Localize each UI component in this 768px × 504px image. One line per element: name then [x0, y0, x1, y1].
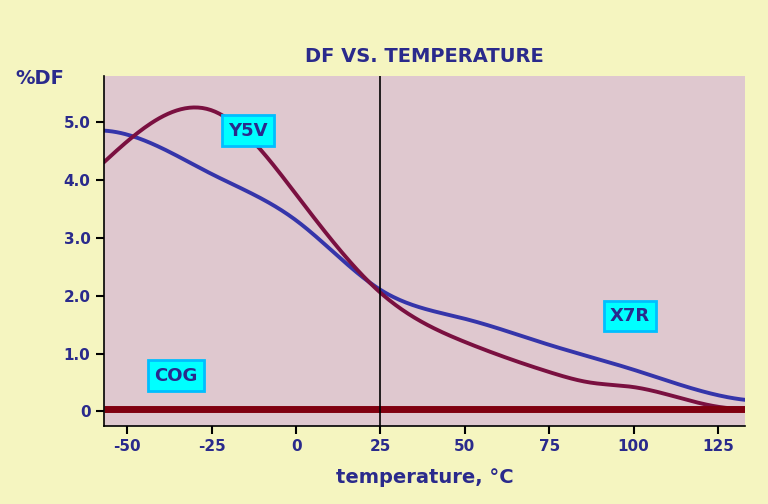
Y-axis label: %DF: %DF [15, 69, 64, 88]
X-axis label: temperature, °C: temperature, °C [336, 468, 513, 487]
Text: X7R: X7R [610, 307, 650, 325]
Title: DF VS. TEMPERATURE: DF VS. TEMPERATURE [305, 47, 544, 66]
Text: Y5V: Y5V [229, 121, 268, 140]
Text: COG: COG [154, 366, 197, 385]
